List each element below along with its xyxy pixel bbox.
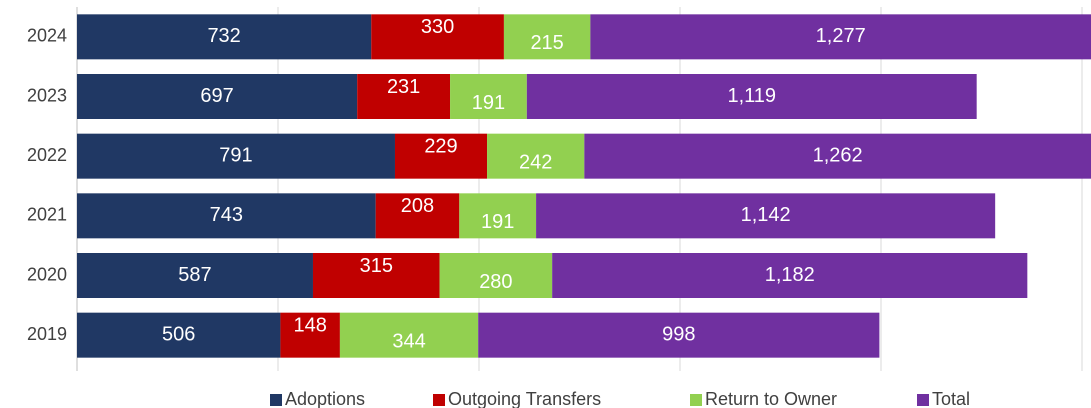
- data-label: 191: [481, 211, 514, 233]
- data-label: 191: [472, 92, 505, 114]
- bar-segment: [450, 74, 527, 119]
- legend-label: Adoptions: [285, 389, 365, 408]
- labels: 2024 732 330 215 1,277 2023 697 231 191 1,119 2022…: [27, 16, 970, 408]
- data-label: 732: [207, 25, 240, 47]
- data-label: 697: [200, 85, 233, 107]
- y-tick-label: 2020: [27, 264, 67, 284]
- data-label: 231: [387, 76, 420, 98]
- data-label: 1,119: [727, 85, 776, 107]
- legend-swatch: [433, 394, 445, 406]
- data-label: 1,182: [765, 264, 815, 286]
- data-label: 280: [479, 271, 512, 293]
- data-label: 1,262: [813, 144, 863, 166]
- bar-segment: [590, 14, 1091, 60]
- bar-segment: [552, 253, 1028, 298]
- data-label: 148: [293, 314, 326, 336]
- legend-label: Total: [932, 389, 970, 408]
- data-label: 1,277: [816, 25, 866, 47]
- data-label: 506: [162, 323, 195, 345]
- data-label: 998: [662, 323, 695, 345]
- bar-segment: [375, 193, 460, 239]
- y-tick-label: 2024: [27, 26, 67, 46]
- bar-segment: [77, 312, 281, 358]
- bar-segment: [487, 133, 585, 179]
- legend-swatch: [690, 394, 702, 406]
- data-label: 344: [392, 330, 425, 352]
- bar-segment: [77, 14, 372, 60]
- bar-segment: [584, 133, 1091, 179]
- data-label: 215: [530, 32, 563, 54]
- bar-segment: [77, 133, 395, 179]
- grid: [76, 7, 1083, 371]
- data-label: 587: [178, 264, 211, 286]
- bar-segment: [394, 133, 488, 179]
- bar-segment: [478, 312, 880, 358]
- y-tick-label: 2019: [27, 324, 67, 344]
- bar-segment: [77, 74, 358, 119]
- bar-segment: [339, 312, 479, 358]
- data-label: 791: [219, 144, 252, 166]
- data-label: 330: [421, 16, 454, 38]
- legend-label: Return to Owner: [705, 389, 837, 408]
- data-label: 208: [401, 195, 434, 217]
- y-tick-label: 2023: [27, 85, 67, 105]
- bar-segment: [439, 253, 553, 298]
- legend-label: Outgoing Transfers: [448, 389, 601, 408]
- data-label: 1,142: [741, 204, 791, 226]
- legend-swatch: [270, 394, 282, 406]
- bar-segment: [77, 193, 376, 239]
- bar-segment: [526, 74, 977, 119]
- data-label: 743: [210, 204, 243, 226]
- bars: [77, 14, 1091, 358]
- data-label: 229: [424, 135, 457, 157]
- bar-segment: [357, 74, 451, 119]
- y-tick-label: 2021: [27, 205, 67, 225]
- bar-segment: [459, 193, 537, 239]
- bar-segment: [536, 193, 996, 239]
- data-label: 242: [519, 151, 552, 173]
- bar-segment: [371, 14, 504, 60]
- bar-segment: [77, 253, 313, 298]
- bar-segment: [280, 312, 340, 358]
- y-tick-label: 2022: [27, 145, 67, 165]
- data-label: 315: [360, 255, 393, 277]
- legend-swatch: [917, 394, 929, 406]
- bar-segment: [312, 253, 440, 298]
- bar-segment: [503, 14, 591, 60]
